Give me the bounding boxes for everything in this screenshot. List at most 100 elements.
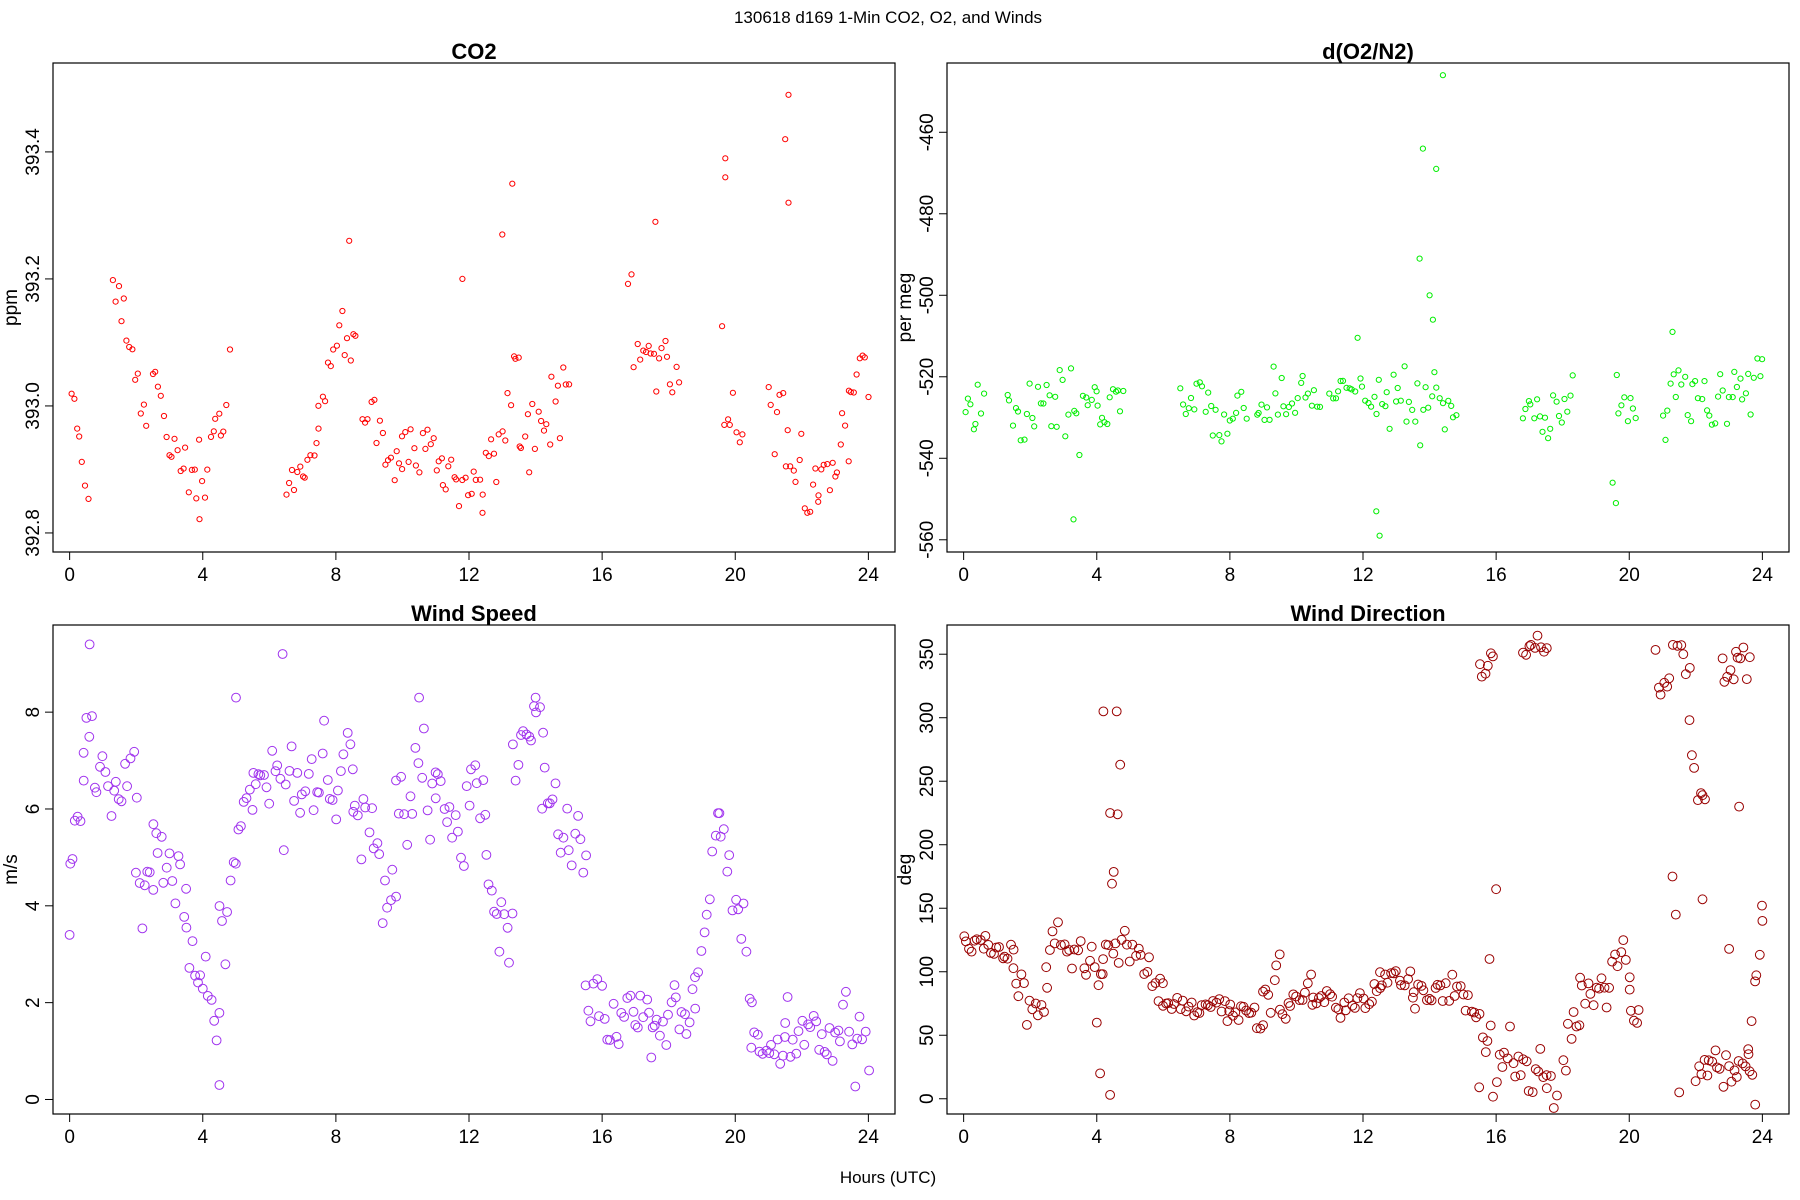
o2n2-data-point [1263,404,1271,411]
wspd-data-point [526,735,536,746]
o2n2-data-point [1274,411,1282,418]
o2n2-data-point [1059,376,1066,383]
wspd-data-point [131,792,142,803]
co2-data-point [765,384,772,391]
wdir-data-point [1364,999,1375,1010]
wdir-data-point [1241,1005,1251,1016]
co2-data-point [424,426,431,433]
wdir-data-point [1452,981,1462,992]
o2n2-data-point [1519,415,1527,422]
wdir-data-point [1757,916,1768,926]
wdir-data-point [1513,1051,1524,1062]
wspd-data-point [736,934,747,944]
wdir-data-point [1702,1070,1713,1081]
wspd-data-point [206,995,217,1005]
wdir-data-point [1403,974,1413,984]
o2n2-data-point [1337,377,1344,385]
o2n2-data-point [1375,376,1382,383]
o2n2-data-point [1429,393,1436,400]
co2-data-point [815,492,822,499]
wspd-data-point [113,794,124,804]
wdir-data-point [1599,982,1610,993]
wspd-data-point [518,726,528,737]
co2-data-point [784,427,791,434]
wdir-data-point [1689,763,1699,773]
o2n2-data-point [1555,412,1563,420]
wspd-data-point [253,769,264,779]
o2n2-data-point [1043,381,1050,389]
wspd-data-point [644,1007,654,1018]
wdir-data-point [1086,941,1097,952]
wspd-x-tick-label: 16 [592,1127,613,1148]
o2n2-data-point [1627,395,1634,402]
wspd-data-point [733,904,744,915]
o2n2-y-tick-label: -500 [917,276,938,314]
o2n2-data-point [1067,365,1075,372]
o2n2-data-point [1218,438,1225,445]
wspd-data-point [425,834,436,845]
wdir-data-point [1690,1076,1701,1087]
wdir-data-point [1757,900,1767,911]
o2n2-plot-frame [946,62,1790,553]
wspd-data-point [860,1026,871,1037]
wspd-data-point [345,739,356,750]
co2-data-point [666,381,674,388]
wdir-data-point [1722,671,1733,682]
wdir-data-point [1158,978,1168,989]
wspd-data-point [787,1034,798,1045]
wdir-data-point [1260,984,1271,995]
o2n2-data-point [1394,384,1401,392]
wspd-data-point [680,1009,690,1020]
co2-data-point [439,482,446,489]
o2n2-points [962,72,1766,539]
wdir-data-point [999,951,1010,962]
co2-data-point [140,401,147,408]
o2n2-data-point [1299,372,1306,380]
wspd-data-point [308,805,319,816]
wdir-data-point [1515,1070,1526,1081]
wdir-data-point [1081,969,1091,980]
o2n2-data-point [1339,377,1347,384]
wdir-data-point [1521,649,1531,660]
o2n2-x-tick-label: 20 [1619,565,1640,586]
wdir-data-point [1098,706,1109,717]
wspd-data-point [65,858,76,869]
co2-data-point [722,155,729,162]
o2n2-data-point [967,401,974,408]
o2n2-data-point [1304,390,1312,397]
wspd-data-point [628,1006,639,1017]
wspd-data-point [303,769,314,779]
wdir-data-point [1103,940,1114,950]
wspd-data-point [799,1039,810,1050]
co2-data-point [294,468,301,476]
wdir-data-point [1674,1087,1685,1098]
wdir-y-tick-label: 300 [917,702,938,734]
wdir-data-point [1535,1044,1546,1054]
co2-data-point [729,389,737,396]
co2-data-point [352,332,359,339]
o2n2-data-point [1717,371,1724,378]
wdir-data-point [1563,1018,1573,1029]
co2-data-point [223,401,230,409]
wdir-data-point [1499,1047,1509,1058]
wspd-data-point [414,692,425,703]
o2n2-data-point [1240,404,1247,412]
o2n2-x-tick-label: 0 [958,565,969,586]
wdir-data-point [1574,1020,1585,1031]
o2n2-data-point [1422,384,1429,391]
wspd-data-point [483,879,494,890]
wspd-data-point [190,970,201,981]
co2-data-point [182,444,189,451]
wdir-data-point [1735,653,1746,664]
o2n2-data-point [1624,418,1632,425]
wdir-data-point [1437,996,1448,1006]
wspd-data-point [447,832,458,843]
wdir-data-point [959,931,970,942]
wdir-data-point [1532,630,1543,641]
wdir-data-point [1283,998,1294,1008]
co2-data-point [845,458,852,465]
wdir-data-point [1053,917,1063,928]
co2-data-point [818,466,825,473]
co2-data-point [71,395,78,402]
wspd-data-point [295,807,306,818]
